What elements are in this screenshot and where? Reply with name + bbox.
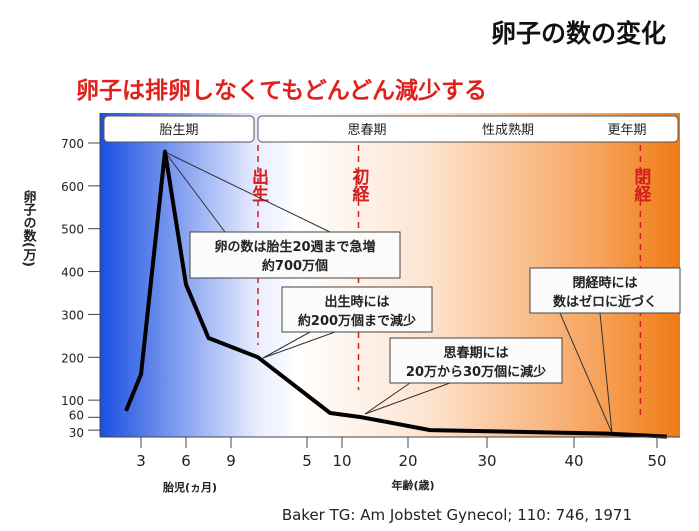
callout-pointer — [364, 382, 451, 415]
chart-title: 卵子の数の変化 — [491, 19, 666, 48]
x-tick-label: 10 — [332, 452, 351, 470]
callout-pointer — [262, 331, 311, 359]
x-tick-label: 3 — [136, 452, 146, 470]
y-tick-label: 300 — [61, 308, 84, 322]
x-axis-label-fetal: 胎児(ヵ月) — [162, 480, 217, 494]
x-tick-label: 40 — [564, 452, 583, 470]
event-label-text: 初経 — [349, 167, 370, 203]
callout-line2: 数はゼロに近づく — [553, 294, 657, 310]
callout-box — [389, 337, 563, 384]
callout-pointer — [164, 151, 226, 233]
period-box-fetal — [103, 115, 255, 143]
x-tick-label: 6 — [181, 452, 191, 470]
callout-pointer — [262, 331, 336, 359]
callout-line2: 約700万個 — [262, 258, 328, 274]
y-axis-label: 卵子の数(万) — [21, 189, 38, 266]
y-tick-label: 30 — [69, 426, 84, 440]
y-tick-label: 400 — [61, 266, 84, 280]
callout-line2: 約200万個まで減少 — [298, 313, 416, 329]
y-tick-label: 500 — [61, 223, 84, 237]
y-tick-label: 100 — [61, 394, 84, 408]
callout-pointer — [364, 382, 411, 415]
period-label: 更年期 — [607, 123, 646, 138]
x-tick-label: 20 — [398, 452, 417, 470]
callout-line1: 出生時には — [324, 294, 389, 310]
x-tick-label: 5 — [302, 452, 312, 470]
y-tick-label: 700 — [61, 137, 84, 151]
callout-pointer — [559, 312, 613, 434]
y-tick-label: 200 — [61, 351, 84, 365]
callout-line1: 閉経時には — [572, 275, 637, 291]
event-label: 初経 — [349, 167, 370, 203]
x-tick-label: 50 — [647, 452, 666, 470]
callout-line2: 20万から30万個に減少 — [406, 364, 546, 380]
callout-box — [281, 286, 433, 333]
callout-box — [529, 267, 681, 314]
callout-line1: 思春期には — [443, 345, 508, 361]
period-label: 思春期 — [347, 123, 386, 138]
y-tick-label: 60 — [69, 408, 84, 422]
callout-line1: 卵の数は胎生20週まで急増 — [214, 239, 375, 255]
y-tick-label: 600 — [61, 180, 84, 194]
event-label: 出生 — [248, 167, 269, 202]
annotation-callout: 思春期には 20万から30万個に減少 — [389, 337, 563, 384]
callout-pointer — [599, 312, 613, 434]
period-label: 性成熟期 — [482, 122, 534, 138]
period-label: 胎生期 — [159, 123, 198, 138]
source-citation: Baker TG: Am Jobstet Gynecol; 110: 746, … — [282, 506, 632, 524]
callout-pointer — [164, 151, 331, 233]
callout-box — [189, 231, 401, 279]
x-tick-label: 30 — [477, 452, 496, 470]
event-label-text: 閉経 — [630, 168, 651, 203]
x-axis-label-age: 年齢(歳) — [391, 478, 434, 492]
event-label: 閉経 — [630, 168, 651, 203]
event-label-text: 出生 — [248, 167, 269, 202]
x-tick-label: 9 — [226, 452, 236, 470]
chart-subtitle: 卵子は排卵しなくてもどんどん減少する — [76, 78, 487, 104]
series-line — [124, 149, 668, 439]
period-box-postnatal — [257, 115, 679, 143]
